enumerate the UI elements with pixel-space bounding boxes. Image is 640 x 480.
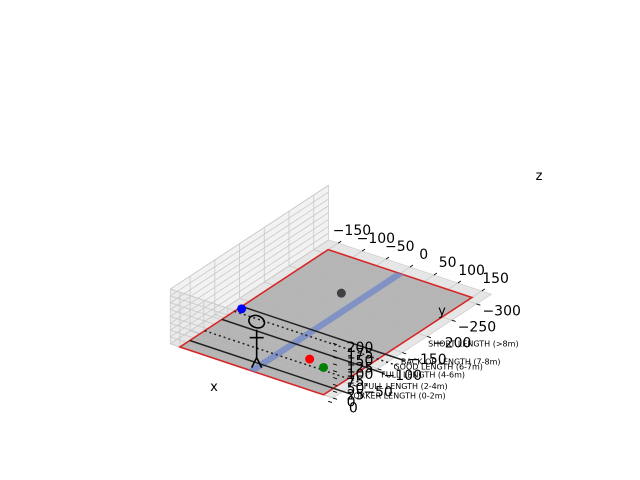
gridline-z-xwall [170, 205, 329, 310]
z-tick-label: 200 [347, 340, 374, 356]
y-tick-label: −300 [482, 303, 520, 319]
z-tick [332, 370, 338, 373]
y-tick-label: −50 [363, 384, 393, 400]
data-point [319, 362, 329, 372]
figure-leg [255, 357, 263, 369]
y-tick [476, 303, 481, 306]
zone-label: FULL LENGTH (2-4m) [364, 382, 448, 391]
x-tick-label: −50 [385, 239, 415, 255]
x-tick [361, 248, 366, 252]
zone-label: SHORT LENGTH (>8m) [428, 340, 518, 349]
x-tick [409, 264, 414, 268]
stick-figure [248, 314, 266, 369]
y-tick-label: −150 [408, 352, 446, 368]
y-tick [328, 400, 333, 403]
zone-line [234, 310, 398, 367]
x-tick-label: 150 [482, 271, 509, 287]
pitch-strip [247, 272, 404, 373]
zone-label: BACK OF LENGTH (7-8m) [401, 357, 501, 366]
gridline-z-xwall [170, 232, 329, 338]
z-tick [332, 356, 338, 359]
x-tick-label: −100 [357, 231, 395, 247]
zone-line [241, 305, 405, 362]
z-tick [332, 377, 338, 380]
x-axis-label: x [210, 380, 218, 395]
gridline-z-xwall [170, 191, 329, 297]
z-tick [332, 397, 338, 400]
x-tick [457, 280, 462, 284]
gridline-z-xwall [170, 225, 329, 331]
z-tick-label: 150 [347, 354, 374, 370]
y-tick [426, 335, 432, 339]
data-points [237, 288, 346, 372]
zone-label: GOOD LENGTH (6-7m) [393, 362, 482, 371]
y-tick [451, 319, 456, 322]
z-tick-label: 125 [347, 360, 374, 376]
zone-label: FULL LENGTH (4-6m) [381, 370, 465, 379]
z-tick-label: 25 [347, 388, 365, 404]
z-tick [332, 349, 338, 352]
x-tick-label: 0 [419, 247, 428, 263]
z-axis-label: z [536, 169, 543, 184]
figure-leg [250, 357, 258, 369]
gridline-z-xwall [170, 184, 329, 290]
z-tick-label: 0 [347, 395, 356, 411]
x-tick-label: 100 [458, 263, 485, 279]
y-tick [377, 368, 382, 371]
zone-label: YORKER LENGTH (0-2m) [348, 392, 446, 401]
z-tick [332, 390, 338, 393]
y-tick [352, 384, 357, 387]
axis-ticks: −150−100−50 0 50 100150−300−250−200−150−100… [328, 223, 521, 417]
z-tick-label: 50 [347, 381, 365, 397]
y-tick-label: −250 [458, 320, 496, 336]
data-point [336, 288, 346, 298]
gridline-z-xwall [170, 219, 329, 324]
gridline-z-xwall [170, 212, 329, 317]
y-axis-label: y [438, 304, 446, 319]
x-tick [385, 256, 390, 260]
x-tick [481, 288, 485, 292]
data-point [237, 304, 247, 314]
x-tick [337, 240, 342, 244]
z-tick [332, 383, 338, 387]
pitch [178, 248, 474, 396]
z-tick-label: 75 [347, 374, 365, 390]
y-tick [402, 352, 407, 355]
z-tick [332, 363, 338, 366]
y-tick-label: −200 [433, 336, 471, 352]
zone-line [204, 330, 368, 386]
data-point [305, 354, 315, 364]
zone-line [189, 339, 353, 396]
x-tick-label: 50 [439, 255, 457, 271]
y-tick-label: −100 [384, 368, 422, 384]
figure-head [248, 314, 266, 329]
z-tick-label: 175 [347, 347, 374, 363]
x-tick [433, 272, 438, 276]
z-tick-label: 100 [347, 367, 374, 383]
gridline-z-xwall [170, 198, 329, 304]
z-tick [332, 342, 338, 346]
length-zones: YORKER LENGTH (0-2m)FULL LENGTH (2-4m) FU… [189, 305, 519, 401]
zone-line [221, 318, 385, 375]
x-tick-label: −150 [333, 223, 371, 239]
y-tick-label: 0 [349, 401, 358, 417]
gridline-z-xwall [170, 239, 329, 345]
